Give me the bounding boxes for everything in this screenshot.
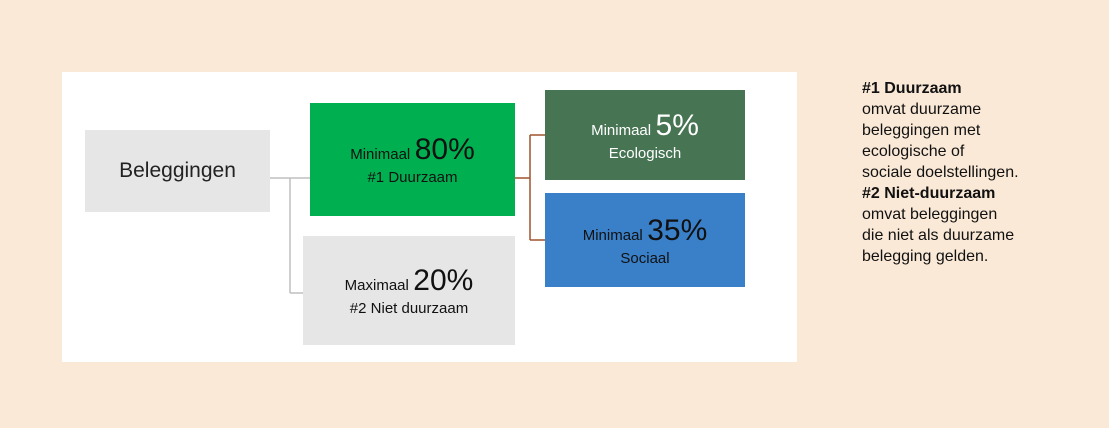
note-title: #2 Niet-duurzaam bbox=[862, 185, 996, 202]
notes: #1 Duurzaam omvat duurzame beleggingen met… bbox=[862, 78, 1019, 267]
node-value: 35% bbox=[647, 213, 708, 247]
gray-connectors bbox=[270, 177, 310, 294]
brown-connectors bbox=[515, 134, 545, 241]
node-prefix: Minimaal bbox=[591, 121, 652, 139]
node-prefix: Minimaal bbox=[350, 146, 411, 163]
note-line: ecologische of bbox=[862, 143, 965, 160]
node-value: 80% bbox=[414, 133, 475, 166]
node: Minimaal 80% #1 Duurzaam bbox=[310, 103, 515, 216]
node-label: #2 Niet duurzaam bbox=[349, 300, 469, 317]
node-label: #1 Duurzaam bbox=[367, 169, 458, 186]
note-line: die niet als duurzame bbox=[862, 227, 1015, 244]
node: Maximaal 20% #2 Niet duurzaam bbox=[303, 236, 515, 345]
node-prefix: Minimaal bbox=[582, 226, 643, 244]
node: Minimaal 35% Sociaal bbox=[545, 193, 745, 287]
note-line: beleggingen met bbox=[862, 122, 981, 139]
note-line: omvat beleggingen bbox=[862, 206, 998, 223]
note-line: omvat duurzame bbox=[862, 101, 982, 118]
note-title: #1 Duurzaam bbox=[862, 80, 962, 97]
root-node: Beleggingen bbox=[85, 130, 270, 212]
node-prefix: Maximaal bbox=[344, 277, 409, 294]
root-label: Beleggingen bbox=[119, 159, 236, 182]
note-line: belegging gelden. bbox=[862, 248, 989, 265]
node-label: Ecologisch bbox=[608, 144, 682, 162]
node: Minimaal 5% Ecologisch bbox=[545, 90, 745, 180]
note-line: sociale doelstellingen. bbox=[862, 164, 1019, 181]
node-value: 20% bbox=[413, 264, 474, 297]
node-value: 5% bbox=[655, 108, 699, 142]
node-label: Sociaal bbox=[620, 249, 670, 267]
